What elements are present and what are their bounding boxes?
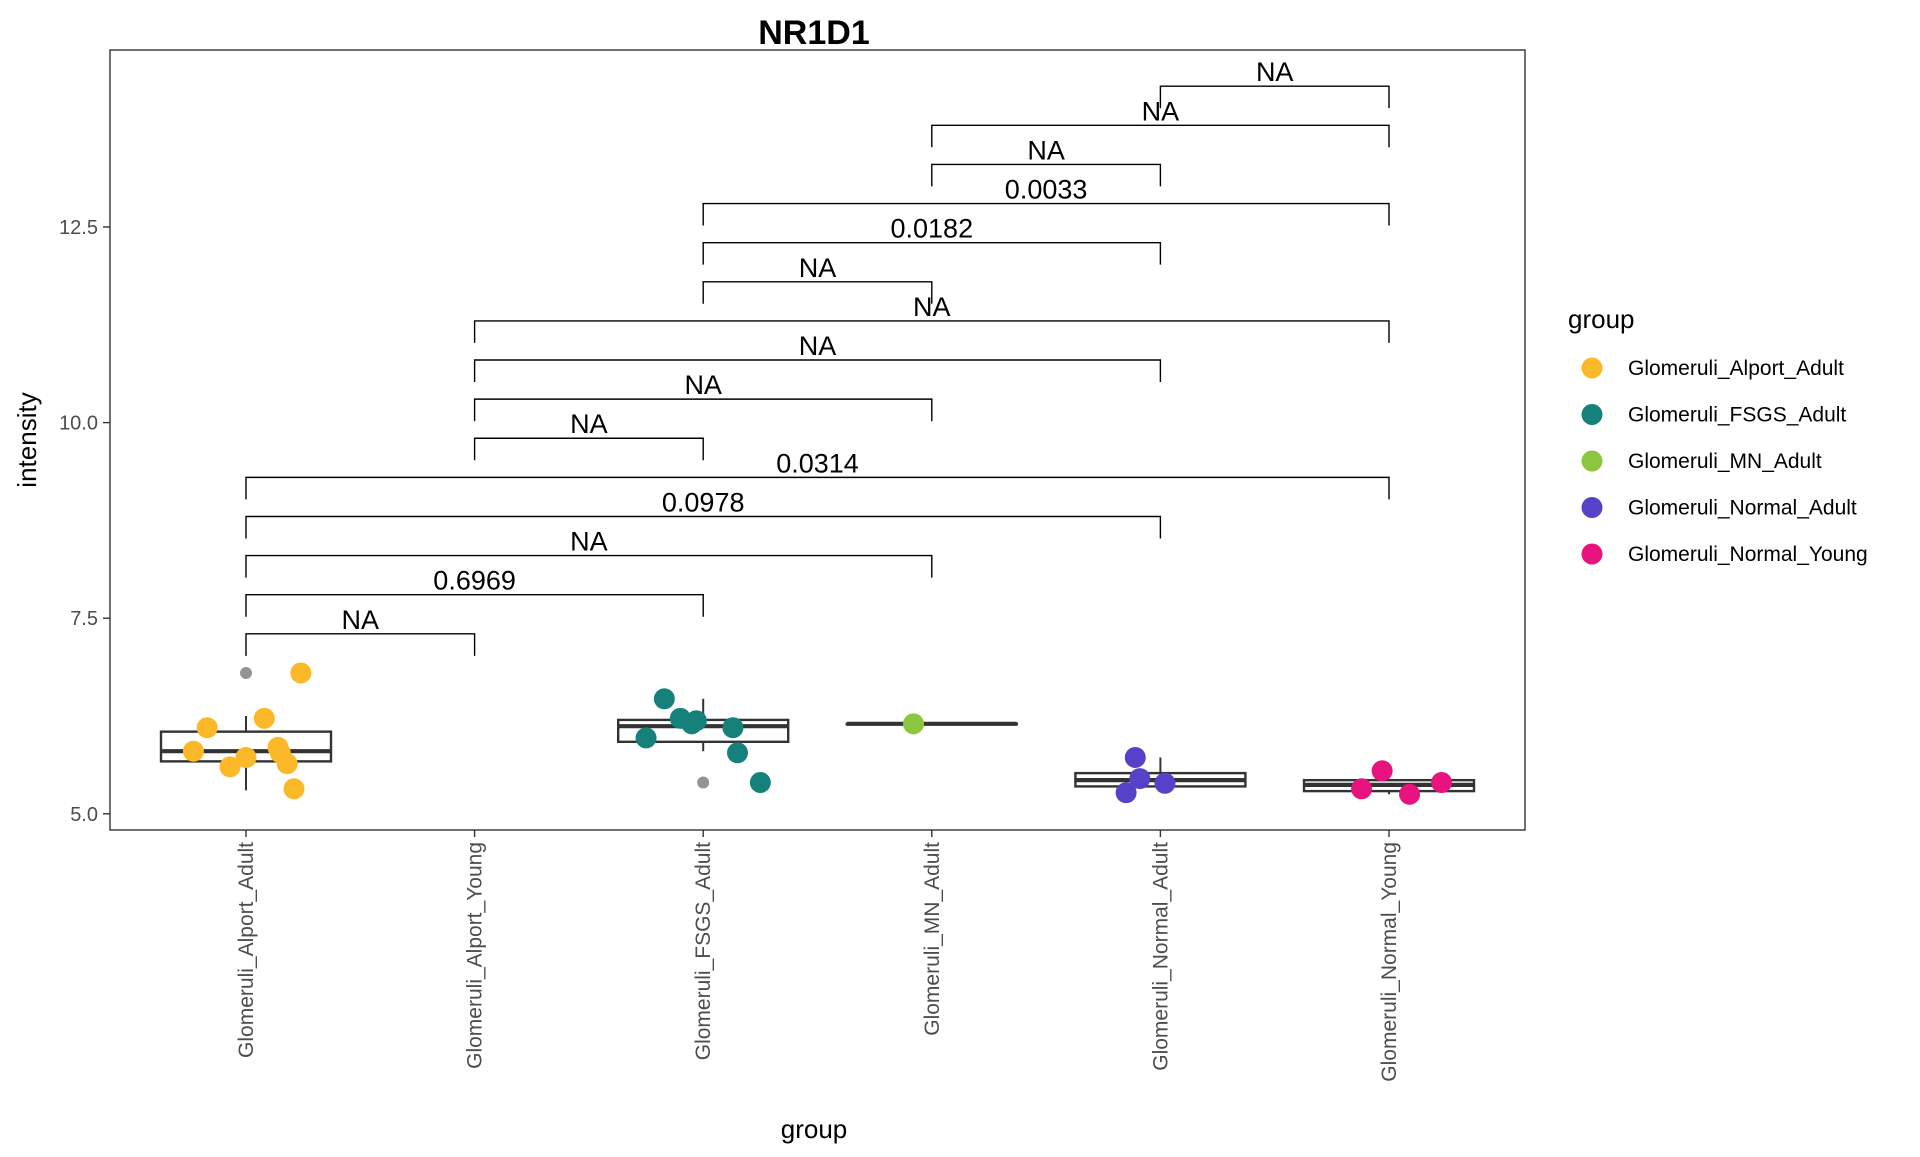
plot-panel-border <box>109 49 1526 831</box>
comparison-bracket <box>702 281 933 304</box>
data-point <box>235 746 257 768</box>
comparison-bracket <box>245 633 476 656</box>
data-point <box>1351 778 1373 800</box>
data-point <box>726 742 748 764</box>
y-tick-label: 12.5 <box>59 217 98 239</box>
comparison-label: NA <box>1256 57 1294 87</box>
comparison-bracket <box>473 398 933 422</box>
comparison-bracket <box>702 241 1162 265</box>
y-tick-label: 5.0 <box>70 804 98 826</box>
data-point <box>1154 772 1176 794</box>
data-point <box>1115 782 1137 804</box>
data-point <box>653 688 675 710</box>
comparison-bracket <box>931 124 1390 148</box>
data-point <box>1431 772 1453 794</box>
data-point <box>253 707 275 729</box>
comparison-bracket <box>245 594 704 617</box>
data-point <box>903 713 925 735</box>
data-point <box>276 753 298 775</box>
legend-key <box>1581 543 1603 565</box>
box-outlier-point <box>697 776 710 789</box>
comparison-label: NA <box>1027 135 1065 165</box>
legend-key <box>1581 357 1603 379</box>
data-point <box>635 727 657 749</box>
comparison-label: NA <box>799 253 837 283</box>
legend-key <box>1581 404 1603 425</box>
comparison-label: 0.0978 <box>662 487 745 517</box>
legend-label: Glomeruli_Normal_Young <box>1628 543 1868 566</box>
box-outlier-point <box>240 666 252 679</box>
legend-key <box>1581 450 1603 472</box>
legend-label: Glomeruli_MN_Adult <box>1628 450 1822 473</box>
comparison-bracket <box>473 437 704 461</box>
comparison-bracket <box>931 163 1162 187</box>
comparison-label: 0.0033 <box>1005 175 1088 205</box>
comparison-label: NA <box>570 527 608 557</box>
x-tick-label: Glomeruli_Normal_Young <box>1378 842 1401 1082</box>
plot-area: NA 0.6969 NA 0.0978 0.0314 NA NA NA NA NA 0.0182 0.… <box>159 57 1476 805</box>
legend: Glomeruli_Alport_Adult Glomeruli_FSGS_Adu… <box>1581 357 1868 566</box>
x-tick-label: Glomeruli_Alport_Adult <box>235 842 258 1058</box>
x-axis-label: group <box>781 1114 848 1144</box>
comparison-bracket <box>245 515 1162 539</box>
comparison-label: 0.6969 <box>433 566 516 596</box>
comparison-bracket <box>473 359 1162 383</box>
y-tick-label: 10.0 <box>59 413 98 435</box>
x-tick-label: Glomeruli_FSGS_Adult <box>692 842 715 1060</box>
comparison-bracket <box>245 476 1390 500</box>
comparison-bracket <box>702 202 1390 226</box>
legend-label: Glomeruli_Alport_Adult <box>1628 357 1844 380</box>
data-point <box>283 778 305 800</box>
legend-label: Glomeruli_FSGS_Adult <box>1628 404 1846 427</box>
legend-label: Glomeruli_Normal_Adult <box>1628 497 1857 520</box>
x-tick-label: Glomeruli_Alport_Young <box>464 842 487 1069</box>
comparison-label: 0.0182 <box>891 214 974 244</box>
comparison-bracket <box>473 320 1390 343</box>
data-point <box>1129 768 1151 790</box>
chart-title: NR1D1 <box>758 14 869 52</box>
data-point <box>1124 746 1146 768</box>
comparison-label: NA <box>342 605 380 635</box>
data-point <box>219 756 241 778</box>
data-point <box>290 662 312 684</box>
legend-title: group <box>1568 304 1635 334</box>
comparison-label: NA <box>684 370 722 400</box>
x-tick-label: Glomeruli_MN_Adult <box>921 842 944 1036</box>
x-tick-label: Glomeruli_Normal_Adult <box>1149 842 1172 1071</box>
data-point <box>749 772 771 794</box>
comparison-label: NA <box>799 331 837 361</box>
comparison-bracket <box>1159 85 1390 109</box>
comparison-bracket <box>245 554 933 578</box>
data-point <box>722 717 744 739</box>
comparison-label: NA <box>570 409 608 439</box>
data-point <box>182 740 204 762</box>
y-tick-label: 7.5 <box>70 608 98 630</box>
data-point <box>685 710 707 732</box>
data-point <box>196 717 218 739</box>
data-point <box>1399 783 1421 805</box>
legend-key <box>1581 497 1603 518</box>
comparison-label: 0.0314 <box>776 448 859 478</box>
y-axis-label: intensity <box>12 392 42 487</box>
data-point <box>1371 760 1393 782</box>
